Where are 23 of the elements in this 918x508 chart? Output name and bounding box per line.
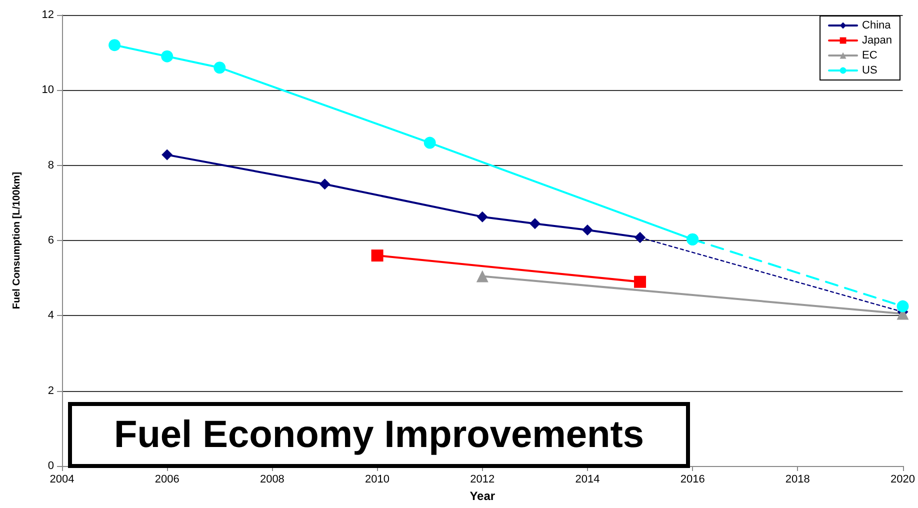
x-tick-label: 2020 [890, 474, 916, 486]
legend-label: EC [862, 50, 878, 62]
y-tick-label: 10 [42, 84, 54, 96]
y-tick-label: 8 [48, 159, 54, 172]
x-tick-label: 2014 [575, 474, 600, 486]
y-tick-label: 2 [48, 384, 54, 397]
x-tick-label: 2012 [470, 474, 495, 486]
legend-label: US [862, 64, 878, 76]
annotation: Fuel Economy Improvements [114, 414, 644, 456]
x-tick-label: 2016 [680, 474, 705, 486]
y-tick-label: 6 [48, 234, 54, 246]
x-tick-label: 2008 [260, 474, 284, 486]
legend-label: China [862, 20, 892, 32]
x-tick-label: 2004 [50, 474, 74, 486]
x-axis-title: Year [470, 488, 496, 503]
x-tick-label: 2010 [365, 474, 390, 486]
y-tick-label: 12 [42, 9, 54, 21]
y-tick-label: 4 [48, 310, 54, 322]
y-axis-title: Fuel Consumption [L/100km] [12, 172, 22, 310]
x-tick-label: 2018 [785, 474, 810, 486]
legend-label: Japan [862, 34, 892, 46]
y-tick-label: 0 [48, 460, 54, 472]
x-tick-label: 2006 [154, 474, 180, 486]
